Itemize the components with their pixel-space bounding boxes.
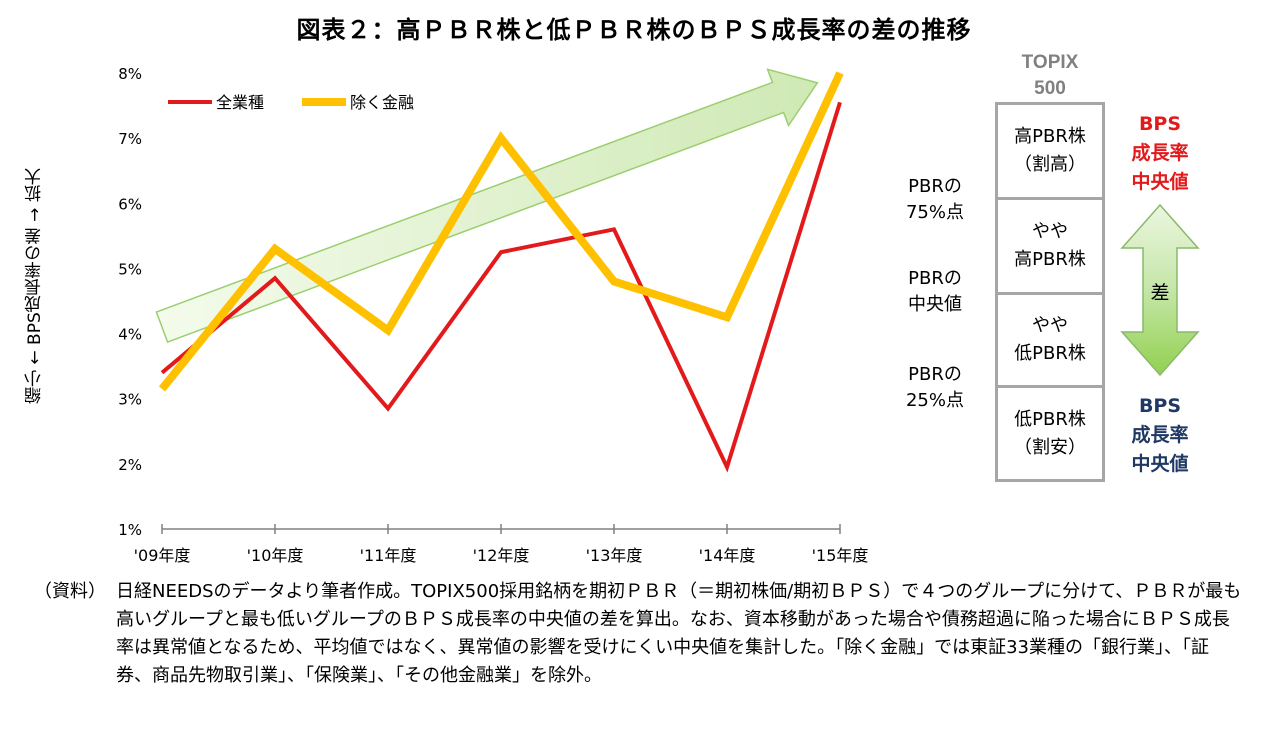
series-line-all-industries [160, 101, 842, 473]
legend-label: 全業種 [216, 93, 264, 112]
diff-arrow [1120, 203, 1200, 377]
legend-label: 除く金融 [350, 93, 414, 112]
y-tick-label: 8% [118, 65, 142, 83]
x-tick-label: '10年度 [247, 546, 304, 565]
x-tick-label: '09年度 [134, 546, 191, 565]
bps-line1: BPS [1138, 395, 1182, 417]
topix-header: TOPIX 500 [995, 50, 1105, 102]
pct-line1: PBRの [908, 268, 962, 289]
pct-line2: 25%点 [905, 390, 964, 411]
box-line2: 高PBR株 [1014, 249, 1086, 270]
pct-label-50: PBRの 中央値 [880, 266, 990, 318]
y-axis-label: 縮小 ← BPS成長率の差 → 拡大 [25, 168, 45, 404]
pct-label-75: PBRの 75%点 [880, 174, 990, 226]
pct-line2: 75%点 [905, 202, 964, 223]
topix-header-line2: 500 [1034, 78, 1066, 99]
series-line-ex-financials [158, 71, 844, 392]
box-line1: やや [1032, 315, 1068, 336]
x-tick-label: '14年度 [699, 546, 756, 565]
note-text: 日経NEEDSのデータより筆者作成。TOPIX500採用銘柄を期初ＰＢＲ（＝期初… [116, 581, 1242, 686]
box-mid-high-pbr: やや高PBR株 [995, 197, 1105, 295]
bps-line1: BPS [1138, 113, 1182, 135]
box-line1: やや [1032, 221, 1068, 242]
x-tick-label: '12年度 [473, 546, 530, 565]
x-tick-label: '13年度 [586, 546, 643, 565]
box-low-pbr: 低PBR株 （割安） [995, 385, 1105, 482]
bps-line2: 成長率 [1131, 142, 1189, 164]
pct-line1: PBRの [908, 364, 962, 385]
topix-header-line1: TOPIX [1021, 52, 1079, 73]
y-tick-label: 5% [118, 260, 142, 278]
x-tick-label: '15年度 [812, 546, 869, 565]
box-line2: 低PBR株 [1014, 343, 1086, 364]
bps-bottom-label: BPS 成長率 中央値 [1110, 392, 1210, 479]
box-high-pbr: 高PBR株 （割高） [995, 102, 1105, 200]
y-tick-label: 2% [118, 456, 142, 474]
pct-line2: 中央値 [908, 294, 962, 315]
y-tick-label: 1% [118, 521, 142, 539]
box-mid-low-pbr: やや低PBR株 [995, 292, 1105, 388]
x-tick-label: '11年度 [360, 546, 417, 565]
box-line1: 低PBR株 [1014, 408, 1086, 430]
bps-line3: 中央値 [1131, 171, 1189, 193]
box-line1: 高PBR株 [1014, 126, 1086, 147]
box-line2: （割高） [1014, 154, 1086, 175]
source-note: （資料） 日経NEEDSのデータより筆者作成。TOPIX500採用銘柄を期初ＰＢ… [34, 578, 1244, 690]
bps-line2: 成長率 [1131, 424, 1189, 446]
y-tick-label: 7% [118, 130, 142, 148]
bps-line3: 中央値 [1131, 453, 1189, 475]
y-tick-label: 4% [118, 326, 142, 344]
y-tick-label: 6% [118, 195, 142, 213]
pct-line1: PBRの [908, 176, 962, 197]
bps-top-label: BPS 成長率 中央値 [1110, 110, 1210, 197]
y-tick-label: 3% [118, 391, 142, 409]
chart-title: 図表２：高ＰＢＲ株と低ＰＢＲ株のＢＰＳ成長率の差の推移 [296, 16, 972, 44]
note-label: （資料） [34, 581, 106, 602]
box-line2: （割安） [1014, 436, 1086, 458]
diff-label: 差 [1150, 282, 1170, 304]
pct-label-25: PBRの 25%点 [880, 362, 990, 414]
